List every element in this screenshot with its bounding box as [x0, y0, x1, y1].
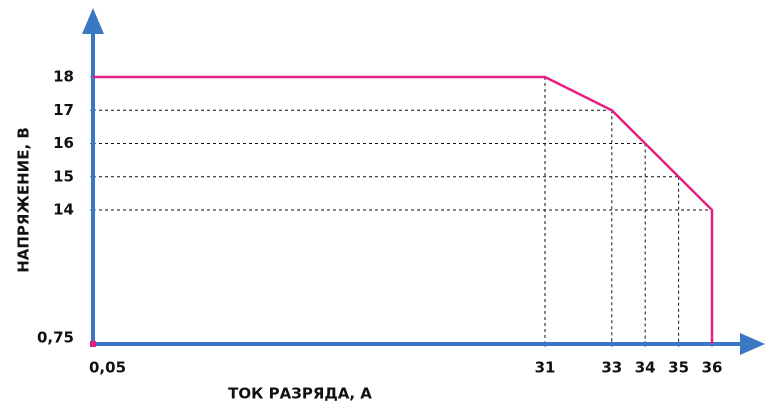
y-tick-label: 14	[53, 201, 74, 219]
x-tick-label: 35	[668, 359, 689, 377]
x-tick-label: 33	[601, 359, 622, 377]
origin-marker	[90, 341, 96, 347]
y-axis-title: НАПРЯЖЕНИЕ, В	[15, 127, 33, 273]
x-tick-label: 36	[702, 359, 723, 377]
x-axis-arrow	[740, 333, 765, 355]
x-axis-title: ТОК РАЗРЯДА, А	[228, 385, 372, 403]
y-axis-arrow	[82, 8, 104, 34]
y-tick-label: 17	[53, 101, 74, 119]
y-tick-label: 15	[53, 167, 74, 185]
x-tick-label: 34	[635, 359, 656, 377]
x-tick-label: 31	[535, 359, 556, 377]
y-tick-label: 16	[53, 134, 74, 152]
x-tick-label: 0,05	[89, 359, 126, 377]
y-tick-label: 18	[53, 68, 74, 86]
y-tick-label: 0,75	[37, 329, 74, 347]
data-line	[93, 75, 714, 344]
